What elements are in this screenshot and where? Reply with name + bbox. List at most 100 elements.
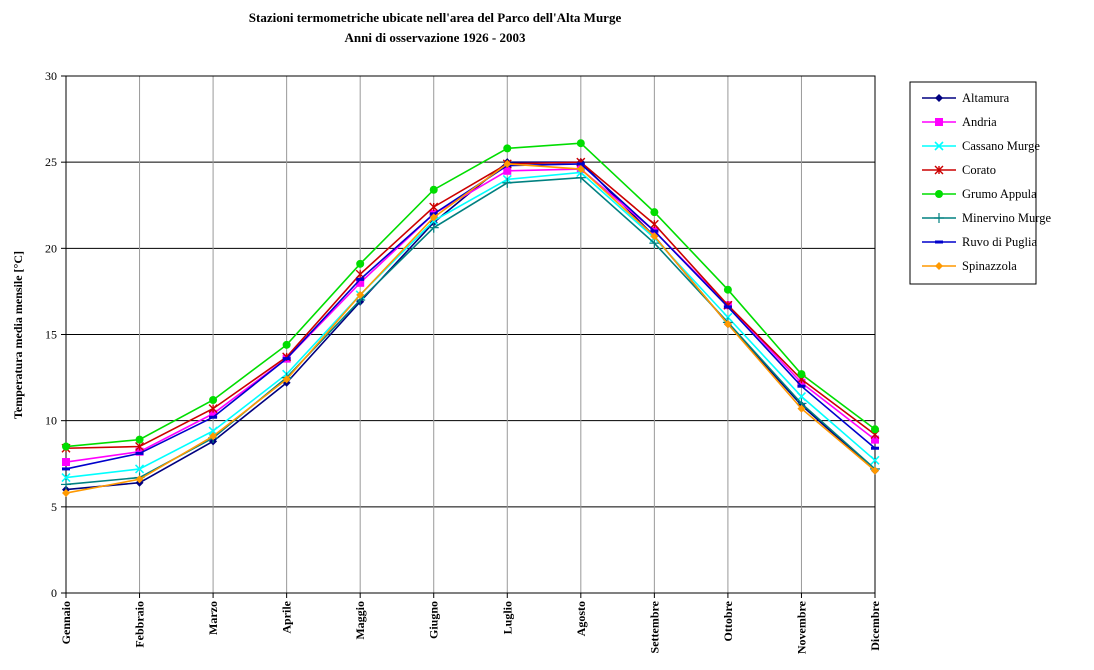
data-point bbox=[356, 277, 365, 281]
y-axis-label: Temperatura media mensile [°C] bbox=[11, 251, 25, 419]
data-point bbox=[723, 285, 732, 294]
marker-stroke bbox=[208, 426, 218, 436]
legend-marker bbox=[935, 118, 943, 126]
legend-label: Cassano Murge bbox=[962, 139, 1040, 153]
data-point bbox=[135, 475, 144, 484]
legend-label: Altamura bbox=[962, 91, 1010, 105]
x-tick-label: Giugno bbox=[427, 601, 441, 639]
data-point bbox=[429, 185, 438, 194]
data-point bbox=[282, 340, 291, 349]
legend-marker bbox=[935, 94, 943, 102]
legend-item: Spinazzola bbox=[922, 259, 1017, 273]
legend-label: Ruvo di Puglia bbox=[962, 235, 1037, 249]
data-point bbox=[62, 467, 70, 471]
legend-marker bbox=[935, 240, 943, 244]
data-point bbox=[576, 139, 585, 148]
data-point bbox=[871, 435, 879, 444]
y-tick-label: 15 bbox=[45, 328, 57, 342]
y-tick-label: 25 bbox=[45, 155, 57, 169]
data-point bbox=[797, 384, 806, 388]
legend-marker bbox=[935, 190, 943, 198]
series-spinazzola bbox=[62, 159, 879, 498]
y-tick-label: 10 bbox=[45, 414, 57, 428]
marker-stroke bbox=[796, 391, 807, 402]
data-point bbox=[135, 447, 144, 456]
x-tick-label: Marzo bbox=[206, 601, 220, 635]
legend-label: Spinazzola bbox=[962, 259, 1017, 273]
data-point bbox=[650, 229, 659, 233]
data-point bbox=[62, 442, 70, 451]
series-line bbox=[65, 163, 876, 470]
x-tick-label: Ottobre bbox=[721, 600, 735, 641]
series-line bbox=[65, 168, 876, 463]
series-line bbox=[65, 163, 876, 494]
data-point bbox=[356, 259, 365, 268]
data-point bbox=[723, 305, 732, 309]
data-point bbox=[796, 391, 807, 402]
data-point bbox=[134, 464, 145, 474]
legend-item: Minervino Murge bbox=[922, 211, 1051, 225]
data-point bbox=[208, 404, 218, 414]
series-line bbox=[65, 171, 876, 479]
chart-title: Stazioni termometriche ubicate nell'area… bbox=[249, 10, 622, 25]
data-point bbox=[429, 202, 439, 212]
data-point bbox=[797, 370, 806, 379]
data-point bbox=[649, 219, 659, 229]
data-point bbox=[871, 446, 879, 450]
x-tick-label: Maggio bbox=[353, 601, 367, 640]
data-point bbox=[356, 290, 365, 299]
data-point bbox=[503, 166, 512, 175]
data-point bbox=[356, 278, 365, 287]
data-point bbox=[135, 442, 145, 452]
plot-area: 0 5 10 15 20 25 30 Gennaio Febbraio Marzo Aprile Ma… bbox=[45, 69, 882, 654]
series-corato bbox=[61, 157, 880, 453]
data-point bbox=[61, 479, 71, 490]
x-tick-label: Luglio bbox=[500, 601, 514, 634]
series-altamura bbox=[62, 158, 879, 494]
x-tick-label: Agosto bbox=[574, 601, 588, 636]
data-point bbox=[209, 409, 218, 418]
data-point bbox=[871, 425, 879, 434]
legend-item: Cassano Murge bbox=[922, 139, 1040, 153]
x-tick-label: Novembre bbox=[794, 600, 808, 654]
data-point bbox=[503, 144, 512, 153]
data-point bbox=[723, 320, 732, 329]
data-point bbox=[650, 208, 659, 217]
legend-marker bbox=[934, 165, 944, 175]
x-tick-label: Gennaio bbox=[59, 601, 73, 644]
legend-marker bbox=[934, 213, 944, 223]
legend-item: Grumo Appula bbox=[922, 187, 1037, 201]
data-point bbox=[135, 435, 144, 444]
data-point bbox=[209, 415, 218, 419]
series-grumo-appula bbox=[62, 139, 879, 451]
series-minervino-murge bbox=[61, 172, 880, 490]
legend-label: Andria bbox=[962, 115, 997, 129]
legend-item: Ruvo di Puglia bbox=[922, 235, 1037, 249]
data-point bbox=[575, 172, 586, 183]
data-point bbox=[282, 375, 291, 384]
series-line bbox=[65, 161, 876, 450]
data-point bbox=[576, 165, 585, 174]
x-tick-label: Aprile bbox=[280, 600, 294, 633]
data-point bbox=[61, 472, 71, 483]
plot-frame bbox=[65, 75, 876, 594]
y-tick-label: 20 bbox=[45, 241, 57, 255]
marker-stroke bbox=[870, 455, 880, 465]
x-tick-label: Settembre bbox=[647, 600, 661, 653]
data-point bbox=[576, 162, 585, 166]
series-line bbox=[65, 161, 876, 491]
legend-item: Altamura bbox=[922, 91, 1010, 105]
legend-marker bbox=[934, 141, 944, 151]
y-tick-label: 30 bbox=[45, 69, 57, 83]
data-point bbox=[870, 455, 880, 465]
series-cassano-murge bbox=[61, 167, 880, 483]
marker-stroke bbox=[134, 464, 145, 474]
data-point bbox=[135, 451, 144, 455]
data-point bbox=[62, 489, 70, 498]
data-point bbox=[282, 357, 291, 361]
data-point bbox=[502, 177, 513, 188]
data-point bbox=[871, 466, 879, 475]
data-point bbox=[209, 395, 218, 404]
series-line bbox=[65, 176, 876, 486]
